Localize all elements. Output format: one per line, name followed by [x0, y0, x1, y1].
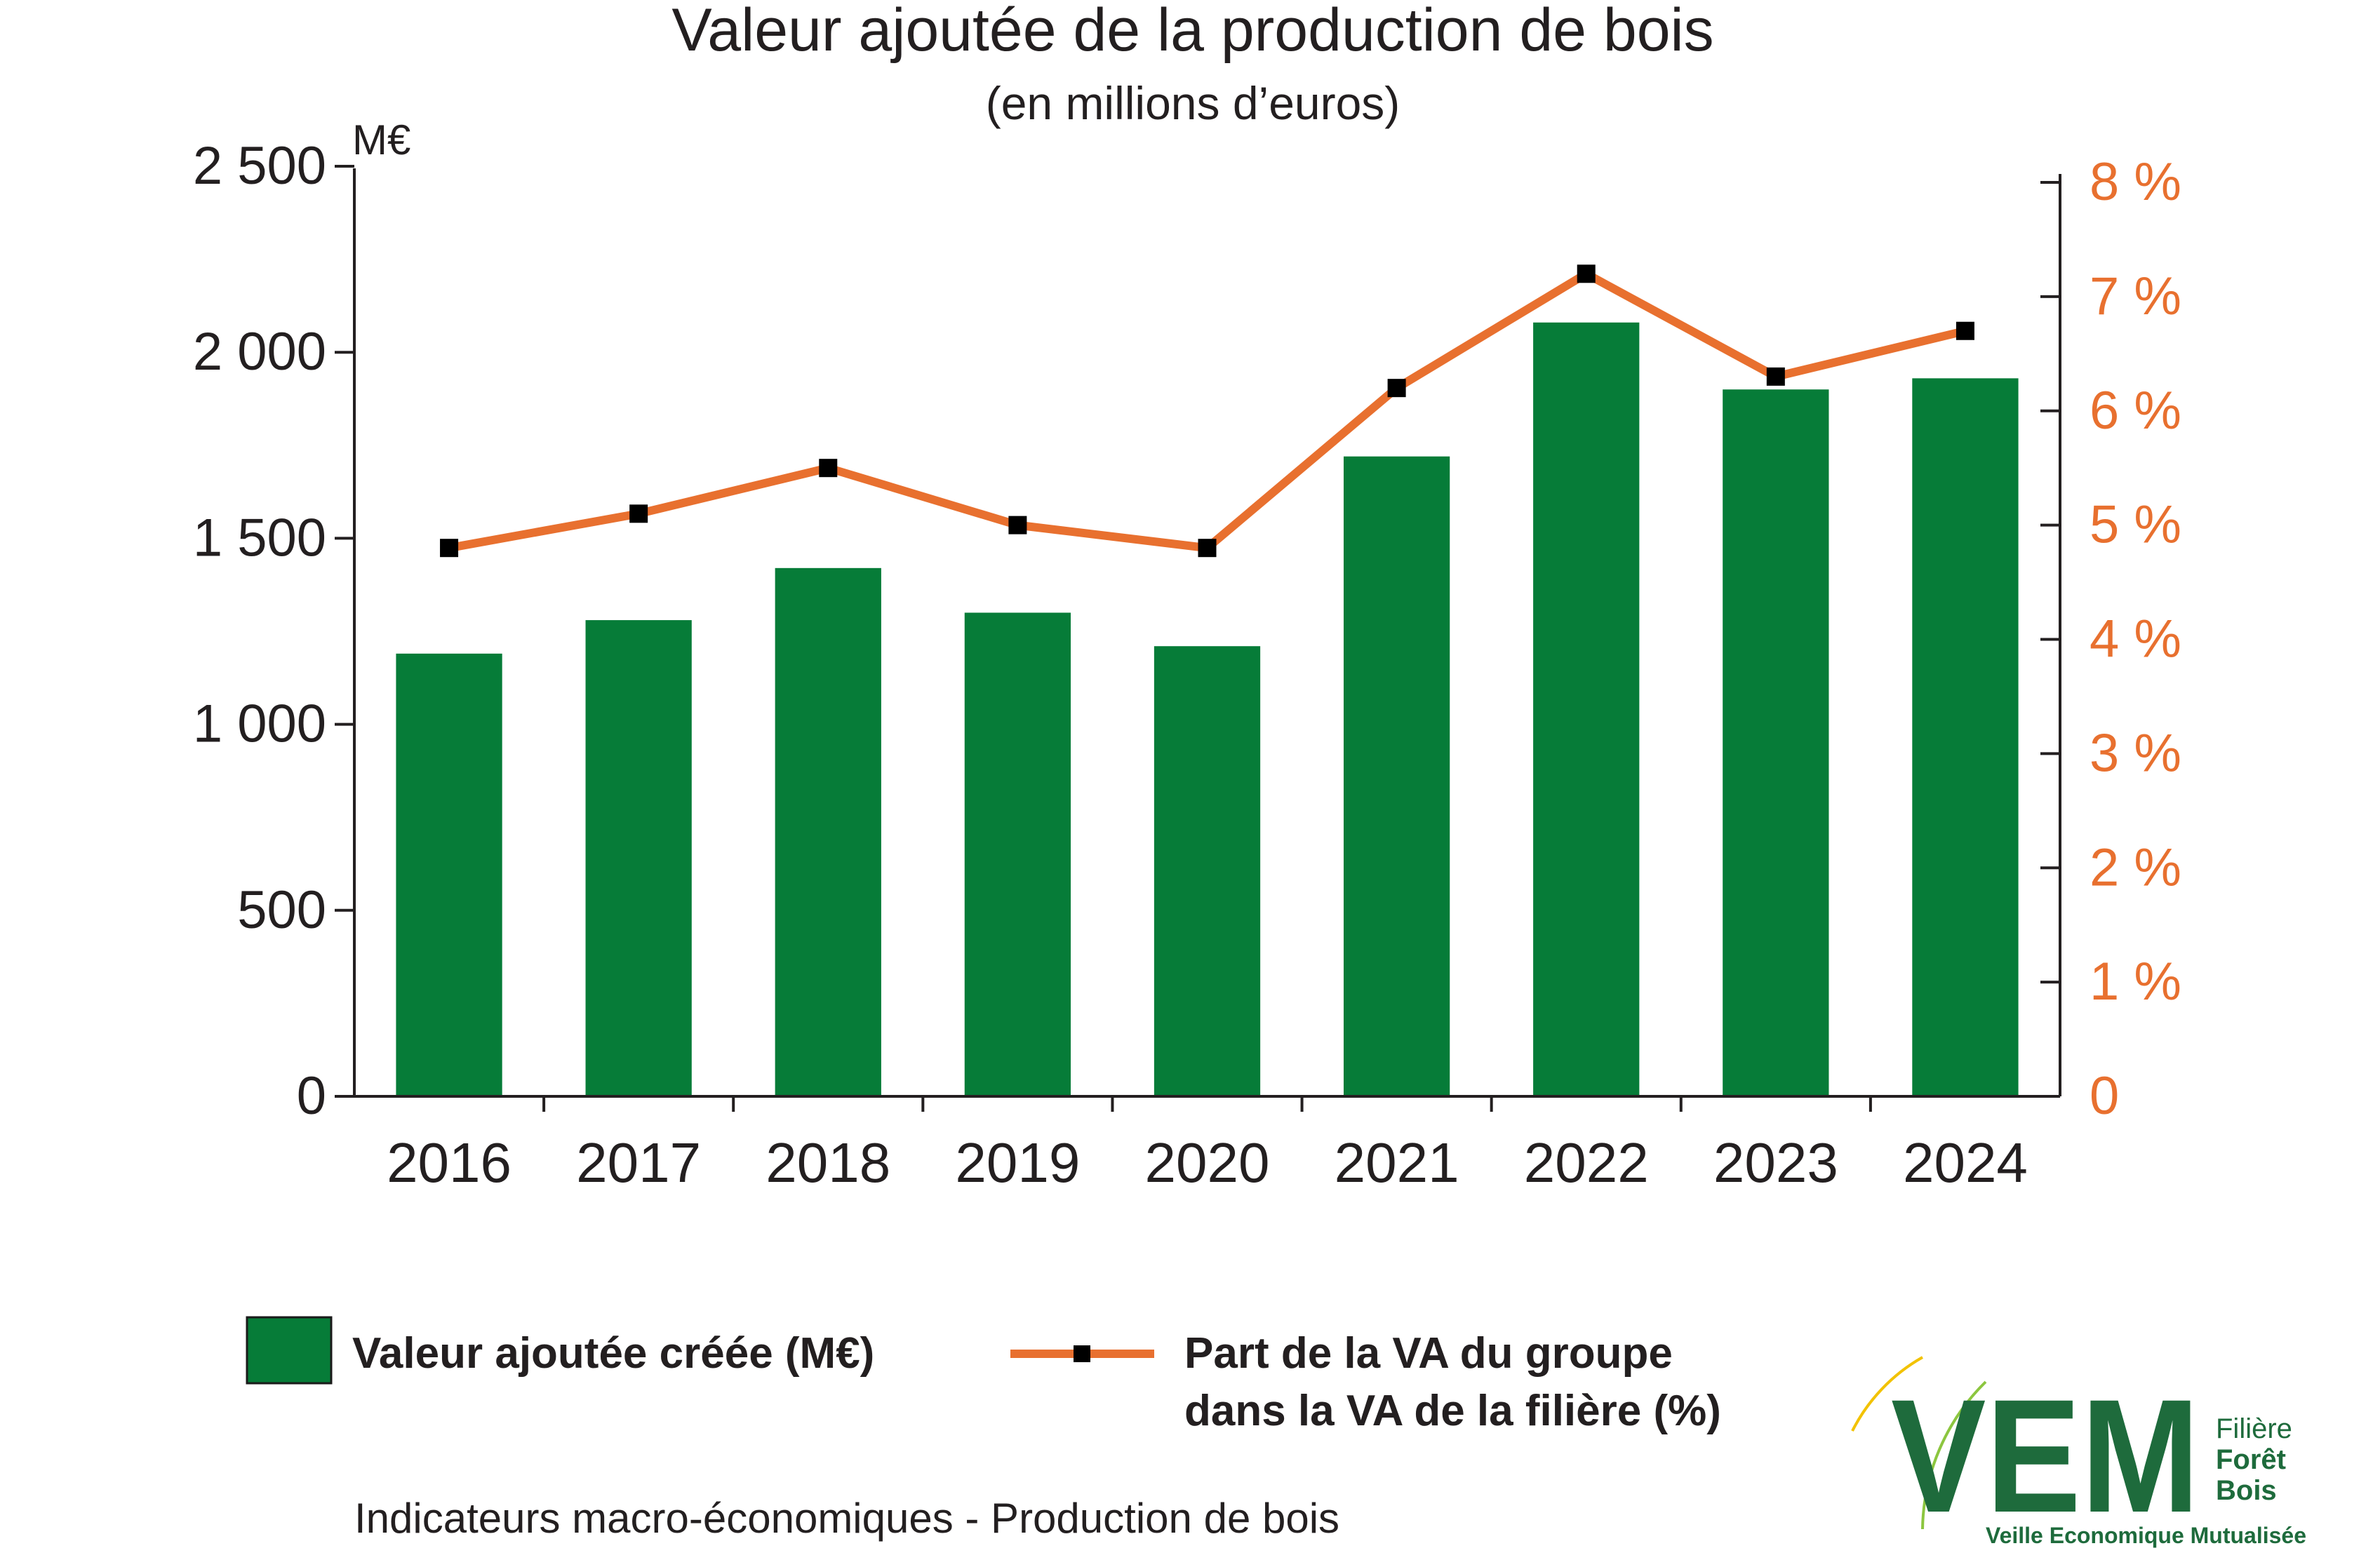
right-tick-label: 7 % [2090, 267, 2181, 326]
bar-2020 [1154, 646, 1261, 1096]
logo-line-3: Bois [2216, 1475, 2277, 1506]
logo-arc-yellow [1851, 1356, 1923, 1432]
line-point-2020 [1198, 539, 1217, 558]
left-tick-label: 2 500 [193, 136, 326, 196]
legend-line-label-2: dans la VA de la filière (%) [1184, 1387, 1721, 1435]
bar-2018 [775, 567, 881, 1096]
x-tick-label: 2021 [1335, 1131, 1459, 1194]
footer-caption: Indicateurs macro-économiques - Producti… [354, 1495, 1339, 1542]
chart-subtitle: (en millions d’euros) [986, 77, 1400, 129]
chart-title: Valeur ajoutée de la production de bois [671, 0, 1713, 64]
legend-line-marker [1074, 1345, 1090, 1362]
x-axis: 2016 2017 2018 2019 2020 2021 2022 2023 2024 [387, 1096, 2028, 1194]
left-tick-label: 1 500 [193, 508, 326, 567]
x-tick-label: 2023 [1713, 1131, 1838, 1194]
logo-arc-green [1921, 1380, 1987, 1530]
bar-series [396, 322, 2019, 1096]
right-tick-label: 1 % [2090, 952, 2181, 1011]
bar-2019 [964, 612, 1071, 1096]
right-axis: 0 1 % 2 % 3 % 4 % 5 % 6 % 7 % 8 % [2040, 152, 2181, 1126]
bar-2022 [1533, 322, 1640, 1096]
x-tick-label: 2024 [1903, 1131, 2028, 1194]
x-tick-label: 2018 [766, 1131, 890, 1194]
line-point-2016 [440, 539, 459, 558]
line-point-2022 [1577, 264, 1596, 283]
vem-logo: VEM Filière Forêt Bois Veille Economique… [1851, 1356, 2306, 1548]
left-axis: 0 500 1 000 1 500 2 000 2 500 [193, 136, 354, 1126]
logo-tagline: Veille Economique Mutualisée [1986, 1523, 2306, 1548]
legend-bar-label: Valeur ajoutée créée (M€) [352, 1329, 874, 1378]
left-tick-label: 500 [237, 880, 326, 940]
line-series [440, 264, 1974, 558]
line-point-2024 [1956, 321, 1974, 340]
legend-line-label-1: Part de la VA du groupe [1184, 1329, 1673, 1378]
left-tick-label: 1 000 [193, 694, 326, 754]
x-tick-label: 2020 [1145, 1131, 1270, 1194]
right-tick-label: 8 % [2090, 152, 2181, 212]
line-point-2021 [1387, 379, 1406, 398]
logo-letters: VEM [1891, 1366, 2200, 1546]
logo-line-2: Forêt [2216, 1444, 2286, 1475]
legend-bar-swatch [246, 1316, 333, 1385]
legend: Valeur ajoutée créée (M€) Part de la VA … [246, 1316, 1721, 1435]
line-point-2017 [629, 504, 648, 523]
left-tick-label: 2 000 [193, 322, 326, 382]
left-tick-label: 0 [297, 1066, 326, 1126]
right-tick-label: 5 % [2090, 495, 2181, 555]
right-tick-label: 0 [2090, 1066, 2119, 1126]
line-point-2018 [819, 459, 838, 478]
x-tick-label: 2019 [955, 1131, 1080, 1194]
x-tick-label: 2022 [1524, 1131, 1649, 1194]
line-point-2019 [1008, 516, 1027, 534]
logo-line-1: Filière [2216, 1413, 2292, 1444]
right-tick-label: 6 % [2090, 381, 2181, 440]
bar-2016 [396, 653, 502, 1096]
x-tick-label: 2017 [576, 1131, 701, 1194]
right-tick-label: 2 % [2090, 838, 2181, 897]
right-tick-label: 4 % [2090, 610, 2181, 669]
line-point-2023 [1766, 367, 1785, 386]
x-tick-label: 2016 [387, 1131, 512, 1194]
bar-2017 [585, 620, 692, 1096]
bar-2023 [1723, 389, 1829, 1096]
right-tick-label: 3 % [2090, 723, 2181, 783]
y-unit-label: M€ [352, 116, 410, 163]
bar-2021 [1343, 456, 1450, 1096]
bar-2024 [1912, 378, 2019, 1096]
